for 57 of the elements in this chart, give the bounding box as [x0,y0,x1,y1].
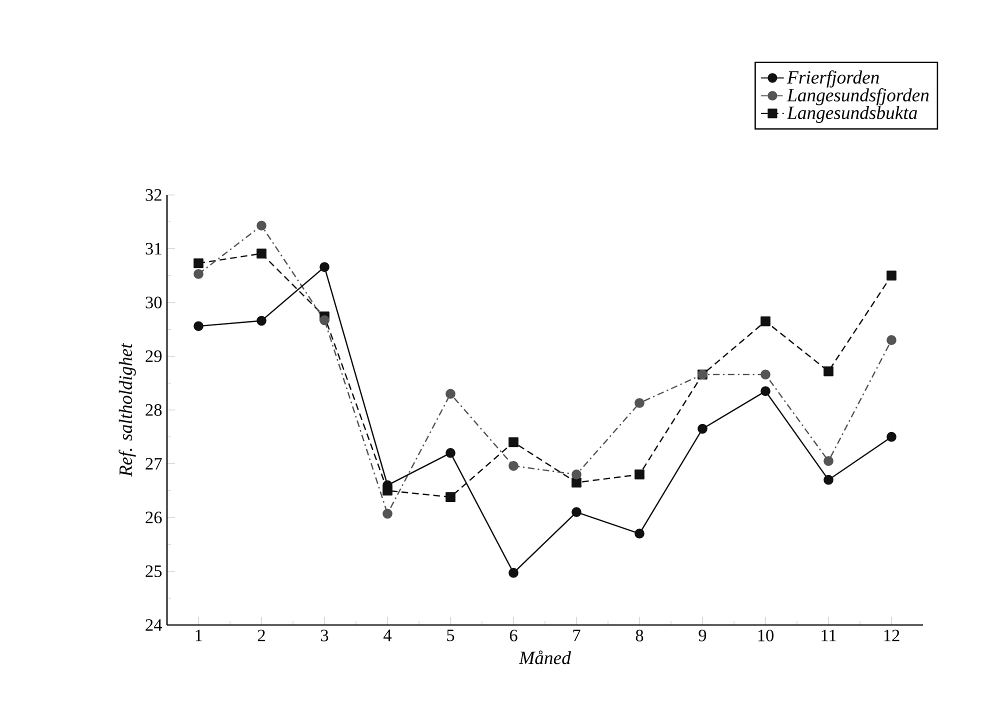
point [508,460,518,471]
point [760,386,770,396]
point [886,270,896,281]
point [634,398,644,408]
point [446,492,456,502]
point [256,248,266,259]
point [760,316,770,326]
point [446,448,456,458]
y-axis-title: Ref. saltholdighet [118,342,136,477]
y-tick-label: 28 [146,404,162,416]
point [382,508,392,519]
y-tick-label: 30 [146,296,162,308]
x-tick-label: 4 [384,630,392,642]
point [194,258,204,268]
legend-label: Langesundsbukta [786,106,918,123]
point [698,424,708,434]
x-tick-label: 3 [321,630,328,642]
point [760,370,770,380]
point [634,528,644,539]
point [886,432,896,442]
point [634,470,644,480]
point [824,366,834,376]
point [572,470,582,480]
point [824,474,834,485]
point [256,220,266,231]
x-tick-label: 5 [447,630,454,642]
x-tick-label: 9 [698,630,706,642]
x-tick-label: 11 [822,630,836,642]
y-tick-label: 27 [146,458,162,470]
point [194,321,204,332]
x-tick-label: 6 [510,630,518,642]
y-tick-label: 29 [146,350,162,362]
point [572,478,582,488]
point [508,568,518,578]
x-axis-title: Måned [518,650,571,664]
point [824,456,834,466]
x-tick-label: 10 [758,630,774,642]
point [508,437,518,448]
point [320,262,330,272]
point [886,335,896,346]
point [320,315,330,326]
legend-label: Langesundsfjorden [786,88,929,106]
x-tick-label: 2 [258,630,265,642]
y-tick-label: 26 [146,512,162,524]
y-tick-label: 24 [146,619,162,631]
y-tick-label: 25 [146,565,162,578]
x-tick-label: 1 [196,630,202,642]
x-tick-label: 7 [573,630,580,642]
x-tick-label: 8 [636,630,644,642]
y-tick-label: 31 [146,242,162,255]
y-tick-label: 32 [146,189,162,201]
point [256,316,266,326]
point [446,388,456,399]
legend-label: Frierfjorden [786,70,879,88]
x-tick-label: 12 [884,630,900,642]
point [194,269,204,279]
point [572,507,582,518]
